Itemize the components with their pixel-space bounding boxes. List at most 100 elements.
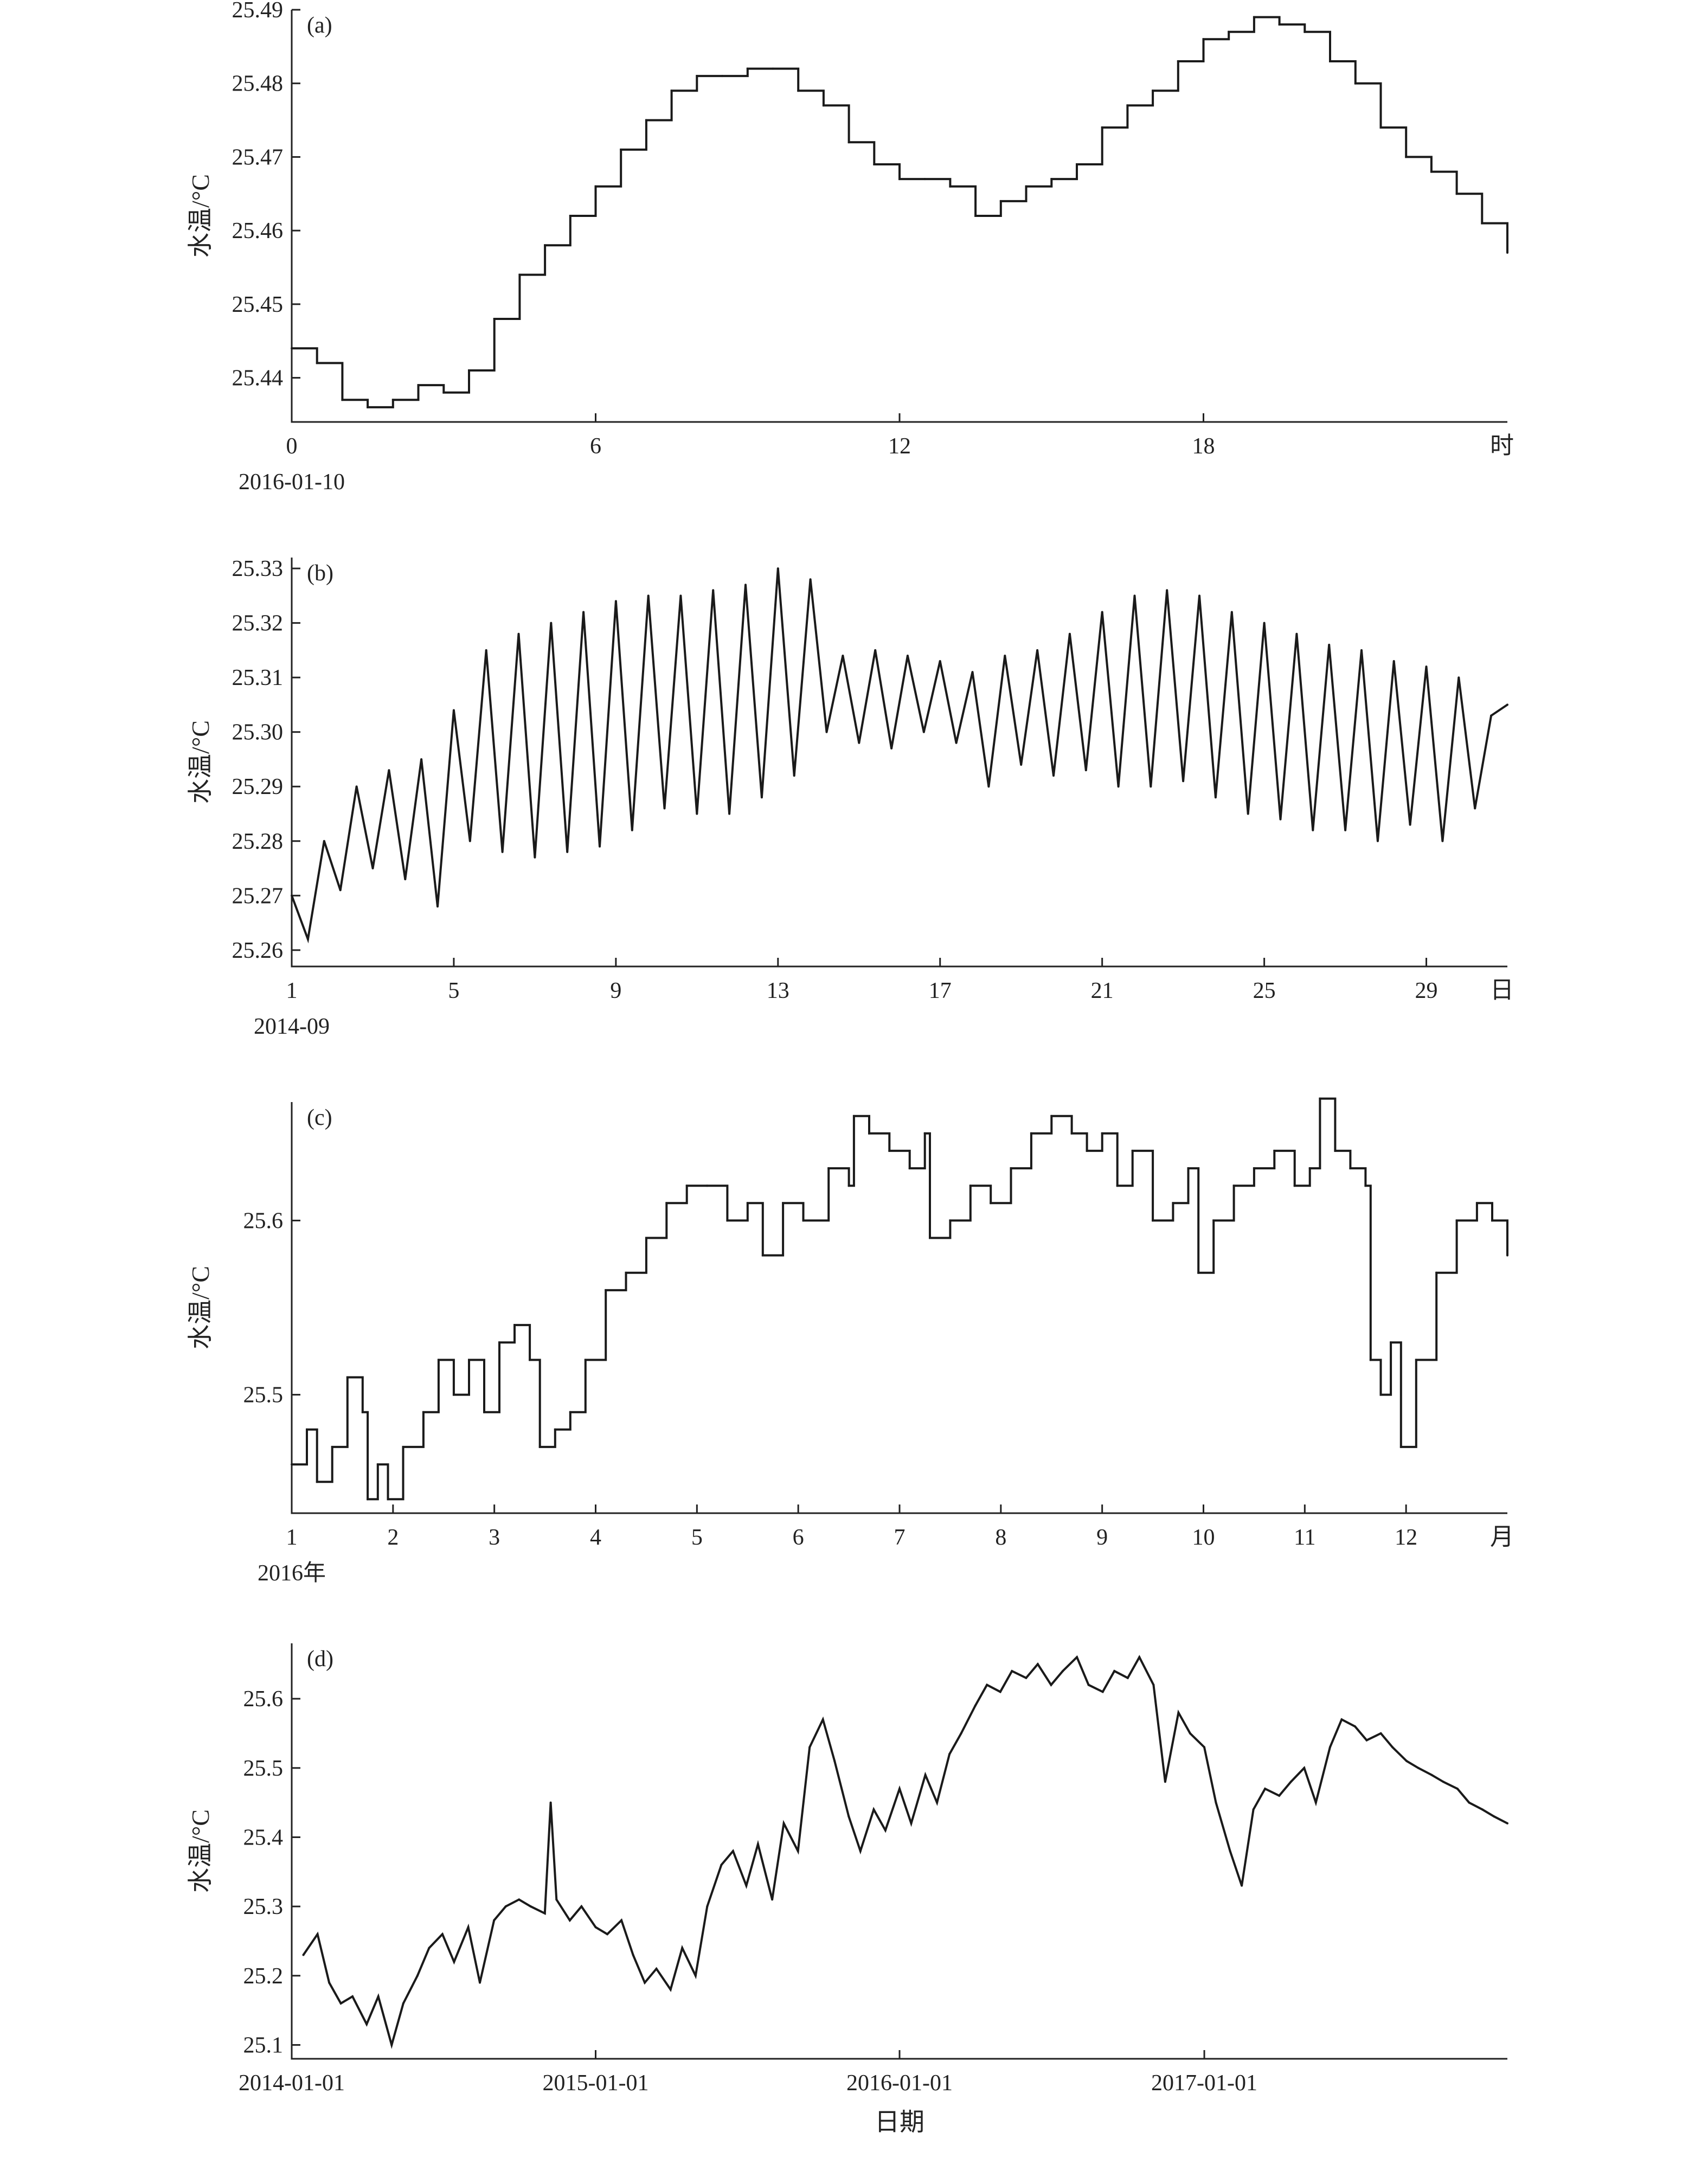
data-point [1435,1271,1438,1274]
data-point [1164,1781,1166,1783]
x-tick-label: 12 [888,434,911,459]
data-point [1405,156,1408,158]
data-point [625,1271,627,1274]
data-point [1050,178,1053,181]
data-point [999,200,1002,202]
data-point [696,75,698,78]
data-point [712,589,715,592]
data-point [1152,1219,1154,1222]
data-point [453,1961,455,1963]
data-point [390,2044,393,2046]
data-point [1481,1808,1484,1811]
x-tick-label: 25 [1253,978,1276,1003]
y-tick-label: 25.33 [232,556,284,581]
data-point [1457,676,1460,679]
data-point [1050,1115,1053,1117]
data-point [782,1822,785,1824]
data-point [361,1411,364,1413]
x-axis-title: 日期 [875,2108,924,2136]
data-point [949,185,952,188]
data-point [555,1898,558,1901]
data-point [351,1995,354,1998]
data-point [1344,829,1347,831]
data-point [554,1428,556,1431]
data-point [1232,1185,1235,1187]
x-tick-label: 5 [448,978,459,1003]
data-point [302,1954,305,1956]
data-point [760,796,763,799]
data-point [422,1411,425,1413]
y-tick-label: 25.26 [232,938,284,963]
data-point [908,1167,911,1170]
data-point [761,1254,764,1257]
data-point [1011,1670,1013,1673]
data-point [1101,611,1103,613]
data-point [1360,649,1363,651]
series-line [291,568,1508,944]
data-point [517,632,520,635]
data-point [685,1185,688,1187]
data-point [580,1905,583,1908]
data-point [371,867,374,869]
data-point [498,1341,500,1344]
data-point [468,1359,470,1361]
data-point [614,600,617,603]
data-point [1334,1149,1337,1152]
data-point [852,1115,855,1117]
data-point [1392,660,1395,662]
data-point [987,785,990,788]
data-point [323,840,325,842]
y-tick-label: 25.5 [243,1756,284,1781]
data-point [339,889,342,892]
data-point [1253,16,1255,18]
data-point [1441,840,1444,842]
data-point [782,1202,785,1205]
data-point [1228,30,1230,33]
x-sub-label: 2014-09 [254,1014,330,1039]
data-point [1278,23,1281,26]
data-point [594,1926,597,1929]
data-point [1084,769,1087,772]
data-point [1117,785,1120,788]
data-point [606,1933,608,1936]
data-point [504,1905,507,1908]
data-point [328,1981,331,1984]
data-point [377,1995,380,1998]
data-point [416,1974,419,1977]
data-point [859,1850,862,1852]
data-point [1241,1884,1243,1887]
data-point [1379,1732,1382,1734]
data-point [746,1202,749,1205]
x-tick-label: 1 [286,978,298,1003]
data-point [1455,1219,1458,1222]
data-point [1304,30,1306,33]
axis-spines [291,1102,1507,1514]
data-point [898,178,901,181]
data-point [1152,1683,1155,1686]
data-point [922,731,925,733]
data-point [663,807,666,810]
y-tick-label: 25.2 [243,1964,284,1989]
data-point [999,1691,1001,1693]
data-point [1068,632,1071,635]
data-point [538,1445,541,1448]
data-point [1252,1808,1255,1811]
data-point [890,747,893,750]
data-point [544,244,547,247]
data-point [924,1774,927,1776]
data-point [468,840,471,842]
data-point [797,1850,799,1852]
x-tick-label: 2 [387,1525,399,1550]
data-point [568,1919,571,1922]
data-point [1150,785,1152,788]
data-point [1409,823,1411,826]
data-point [1076,1656,1078,1659]
data-point [316,362,318,364]
data-point [873,163,876,165]
data-point [1379,126,1382,129]
data-point [1468,1801,1471,1804]
data-point [1289,1781,1292,1783]
data-point [493,318,496,320]
data-point [1010,1167,1012,1170]
